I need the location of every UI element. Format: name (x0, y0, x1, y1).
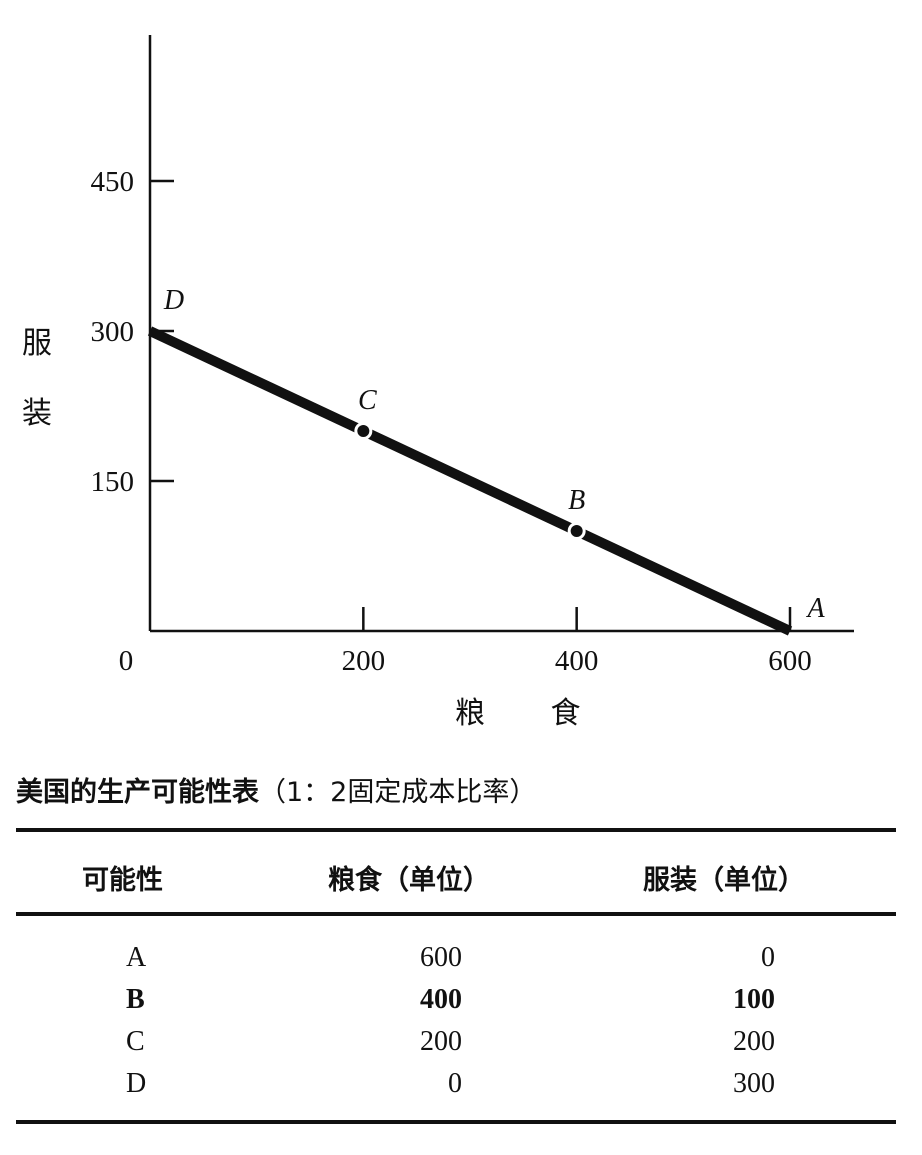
point-label-B: B (568, 485, 585, 516)
y-tick-label-300: 300 (91, 316, 135, 348)
row-A-food: 600 (420, 942, 462, 973)
row-B-clothing: 100 (733, 984, 775, 1015)
x-axis-label: 粮 食 (455, 696, 609, 731)
x-tick-label-600: 600 (768, 645, 812, 677)
header-food: 粮食（单位） (328, 865, 490, 896)
row-A-label: A (126, 942, 147, 973)
x-tick-label-200: 200 (342, 645, 386, 677)
table-top-rule (16, 828, 896, 832)
header-clothing: 服装（单位） (643, 865, 805, 896)
point-label-D: D (163, 285, 184, 316)
row-C-clothing: 200 (733, 1026, 775, 1057)
header-possibility: 可能性 (82, 865, 163, 896)
production-possibility-chart: 150 300 450 200 400 600 0 D C B A (91, 35, 854, 677)
row-A-clothing: 0 (761, 942, 775, 973)
row-C-food: 200 (420, 1026, 462, 1057)
table-header-rule (16, 912, 896, 916)
y-axis-label-char-2: 装 (22, 396, 52, 431)
row-D-food: 0 (448, 1068, 462, 1099)
row-D-label: D (126, 1068, 147, 1099)
row-D-clothing: 300 (733, 1068, 775, 1099)
table-bottom-rule (16, 1120, 896, 1124)
point-label-C: C (358, 385, 377, 416)
y-axis-label-char-1: 服 (22, 326, 52, 361)
table-title-main: 美国的生产可能性表 (16, 777, 259, 808)
row-B-food: 400 (420, 984, 462, 1015)
y-tick-label-150: 150 (91, 466, 135, 498)
x-tick-label-400: 400 (555, 645, 599, 677)
point-label-A: A (805, 593, 825, 624)
point-C (357, 425, 370, 437)
row-B-label: B (126, 984, 145, 1015)
point-B (570, 525, 583, 537)
ppf-line (147, 326, 793, 636)
table-title: 美国的生产可能性表（1：2固定成本比率） (16, 770, 536, 809)
row-C-label: C (126, 1026, 145, 1057)
table-title-note: （1：2固定成本比率） (259, 777, 537, 808)
origin-label: 0 (119, 645, 134, 677)
y-tick-label-450: 450 (91, 166, 135, 198)
